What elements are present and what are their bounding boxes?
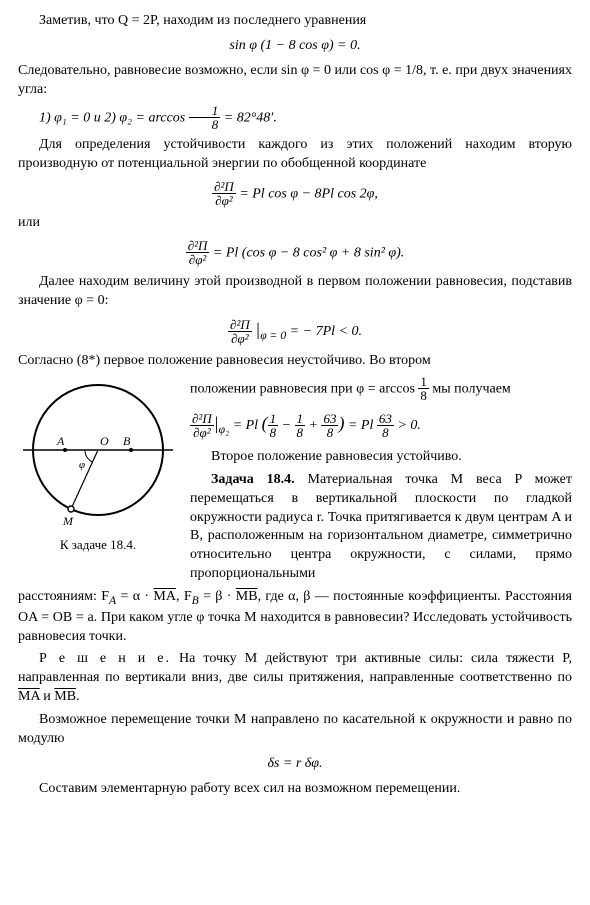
task2a: расстояниям: F xyxy=(18,589,109,604)
equation-4: ∂²П∂φ² |φ = 0 = − 7Pl < 0. xyxy=(18,317,572,346)
sol-c: . xyxy=(76,689,80,704)
eq4-sub: φ = 0 xyxy=(260,329,286,342)
sol-head: Р е ш е н и е. xyxy=(39,651,171,666)
sol-b: и xyxy=(40,689,55,704)
para-3b: = 82°48′. xyxy=(224,110,277,125)
eq4-lhs: ∂²П∂φ² xyxy=(228,318,252,346)
equation-6: δs = r δφ. xyxy=(18,755,572,774)
para-5: или xyxy=(18,214,572,233)
task2d: = β · xyxy=(199,589,236,604)
eq4-rhs: = − 7Pl < 0. xyxy=(286,324,362,339)
para-10: Возможное перемещение точки M направлено… xyxy=(18,711,572,749)
svg-text:M: M xyxy=(62,514,74,528)
para-8: положении равновесия при φ = arccos 18 м… xyxy=(190,375,572,403)
para-11: Составим элементарную работу всех сил на… xyxy=(18,780,572,799)
eq5-midb: = Pl xyxy=(344,418,376,433)
svg-text:B: B xyxy=(123,434,131,448)
task2c: , F xyxy=(176,589,192,604)
task-para-1: Задача 18.4. Материальная точка M веса P… xyxy=(190,471,572,584)
frac-1-8: 18 xyxy=(189,104,221,132)
vec-ma-1: MA xyxy=(153,589,176,604)
eq5-sub: φ₂ xyxy=(219,423,230,436)
equation-1: sin φ (1 − 8 cos φ) = 0. xyxy=(18,37,572,56)
para-8a: положении равновесия при φ = arccos xyxy=(190,381,418,396)
para-4: Для определения устойчивости каждого из … xyxy=(18,136,572,174)
svg-text:A: A xyxy=(56,434,65,448)
para-8b: мы получаем xyxy=(432,381,510,396)
equation-2: ∂²П∂φ² = Pl cos φ − 8Pl cos 2φ, xyxy=(18,180,572,208)
task-body1: Материальная точка M веса P может переме… xyxy=(190,472,572,581)
para-2: Следовательно, равновесие возможно, если… xyxy=(18,62,572,100)
para-9: Второе положение равновесия устойчиво. xyxy=(190,448,572,467)
solution-para: Р е ш е н и е. На точку M действуют три … xyxy=(18,650,572,707)
equation-3: ∂²П∂φ² = Pl (cos φ − 8 cos² φ + 8 sin² φ… xyxy=(18,239,572,267)
task-para-2: расстояниям: FA = α · MA, FB = β · MB, г… xyxy=(18,588,572,646)
vec-ma-2: MA xyxy=(18,689,40,704)
para-3: 1) φ₁ = 0 и 2) φ₂ = arccos 18 = 82°48′. xyxy=(18,104,572,132)
figure-text-row: A B O M φ К задаче 18.4. положении равно… xyxy=(18,375,572,588)
eq2-lhs: ∂²П∂φ² xyxy=(212,180,236,208)
eq2-rhs: = Pl cos φ − 8Pl cos 2φ, xyxy=(236,186,378,201)
svg-text:φ: φ xyxy=(79,459,85,471)
text-column: положении равновесия при φ = arccos 18 м… xyxy=(190,375,572,588)
eq3-lhs: ∂²П∂φ² xyxy=(186,239,210,267)
para-7: Согласно (8*) первое положение равновеси… xyxy=(18,352,572,371)
figure-svg: A B O M φ xyxy=(23,375,173,530)
figure-column: A B O M φ К задаче 18.4. xyxy=(18,375,178,554)
para-1: Заметив, что Q = 2P, находим из последне… xyxy=(18,12,572,31)
eq5-mida: = Pl xyxy=(229,418,261,433)
svg-text:O: O xyxy=(100,434,109,448)
para-3a: 1) φ₁ = 0 и 2) φ₂ = arccos xyxy=(39,110,185,125)
task-head: Задача 18.4. xyxy=(211,472,295,487)
para-6: Далее находим величину этой производной … xyxy=(18,273,572,311)
eq5-tail: > 0. xyxy=(394,418,421,433)
equation-5: ∂²П∂φ²|φ₂ = Pl (18 − 18 + 638) = Pl 638 … xyxy=(190,411,572,440)
figure-caption: К задаче 18.4. xyxy=(18,536,178,554)
vec-mb-2: MB xyxy=(54,689,76,704)
frac-p8: 18 xyxy=(418,375,429,403)
task2b: = α · xyxy=(116,589,153,604)
eq5-lhs: ∂²П∂φ² xyxy=(190,412,214,440)
eq3-rhs: = Pl (cos φ − 8 cos² φ + 8 sin² φ). xyxy=(209,245,404,260)
vec-mb-1: MB xyxy=(236,589,258,604)
